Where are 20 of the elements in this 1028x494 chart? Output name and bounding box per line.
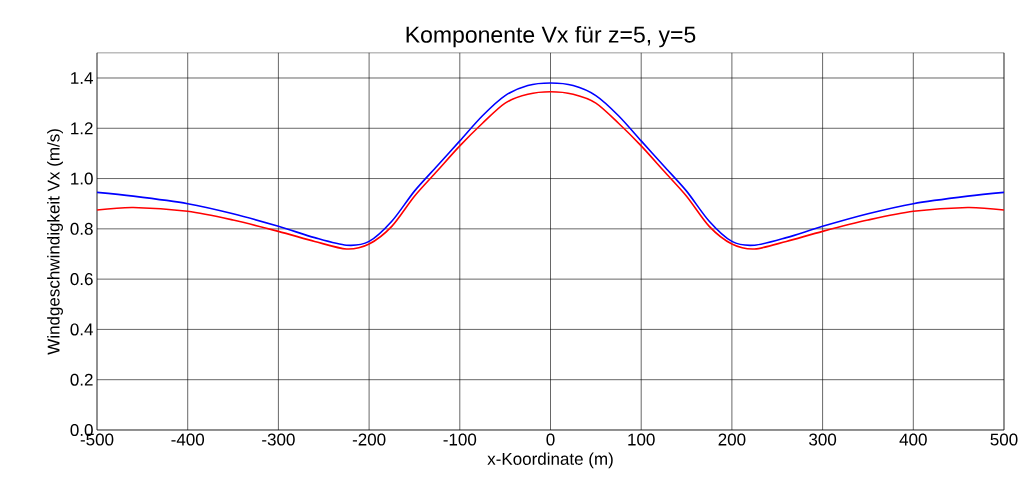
y-axis-title: Windgeschwindigkeit Vx (m/s) — [47, 129, 63, 355]
x-tick-label: -100 — [443, 433, 477, 446]
y-tick-label: 0.4 — [70, 323, 93, 336]
x-tick-label: -300 — [262, 433, 295, 446]
chart-title: Komponente Vx für z=5, y=5 — [406, 25, 696, 48]
y-tick-label: 1.0 — [71, 172, 93, 185]
y-tick-label: 1.4 — [71, 72, 93, 84]
x-tick-label: 400 — [899, 433, 927, 446]
x-tick-label: 500 — [990, 433, 1018, 446]
y-tick-label: 0.2 — [70, 373, 93, 386]
x-tick-label: -400 — [171, 433, 205, 446]
x-tick-label: 300 — [809, 433, 837, 446]
x-tick-label: 0 — [546, 433, 555, 446]
y-tick-label: 0.6 — [70, 273, 93, 286]
x-tick-label: 100 — [628, 433, 655, 446]
x-axis-title: x-Koordinate (m) — [487, 452, 613, 469]
x-tick-label: 200 — [718, 433, 746, 446]
x-tick-label: -200 — [352, 433, 386, 446]
y-tick-label: 1.2 — [71, 122, 93, 135]
y-tick-label: 0.8 — [70, 222, 93, 235]
